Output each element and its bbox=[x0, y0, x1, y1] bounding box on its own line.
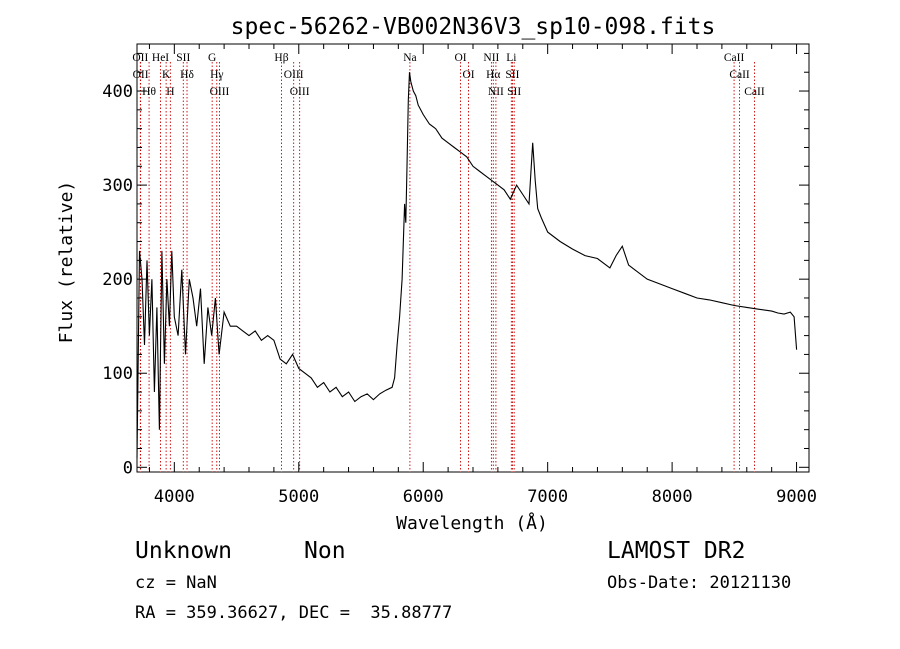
line-marker-label: CaII bbox=[724, 52, 745, 64]
line-marker-label: OIII bbox=[210, 86, 230, 98]
line-marker-label: CaII bbox=[729, 69, 750, 81]
line-marker-label: NII bbox=[483, 52, 499, 64]
line-marker-label: NII bbox=[488, 86, 504, 98]
coordinates: RA = 359.36627, DEC = 35.88777 bbox=[135, 603, 453, 623]
x-tick-label: 8000 bbox=[652, 487, 693, 507]
line-marker-label: Hα bbox=[486, 69, 500, 81]
y-tick-label: 100 bbox=[102, 364, 133, 384]
line-marker-label: SII bbox=[505, 69, 519, 81]
x-axis-ticks: 4000 5000 6000 7000 8000 9000 bbox=[148, 44, 817, 507]
line-marker-label: SII bbox=[176, 52, 190, 64]
survey-label: LAMOST DR2 bbox=[607, 538, 746, 564]
object-subclass: Non bbox=[304, 538, 346, 564]
x-tick-label: 9000 bbox=[776, 487, 817, 507]
x-tick-label: 4000 bbox=[154, 487, 195, 507]
x-tick-label: 7000 bbox=[527, 487, 568, 507]
spectrum-series-line bbox=[136, 72, 798, 458]
line-marker-label: OI bbox=[462, 69, 474, 81]
line-marker-labels: OII OII Hθ HeI KH SII Hδ G Hγ OIII Hβ OIII OIII Na OI O… bbox=[132, 52, 765, 98]
y-tick-label: 400 bbox=[102, 82, 133, 102]
y-axis-label: Flux (relative) bbox=[56, 181, 77, 344]
line-marker-label: Na bbox=[403, 52, 416, 64]
line-marker-label: Hδ bbox=[180, 69, 194, 81]
chart-title: spec-56262-VB002N36V3_sp10-098.fits bbox=[231, 14, 716, 40]
y-tick-label: 0 bbox=[123, 458, 133, 478]
y-tick-label: 200 bbox=[102, 270, 133, 290]
line-marker-label: K bbox=[162, 69, 171, 81]
line-marker-label: Hβ bbox=[274, 52, 288, 64]
line-marker-label: CaII bbox=[744, 86, 765, 98]
redshift-cz: cz = NaN bbox=[135, 573, 217, 593]
line-marker-label: Hθ bbox=[142, 86, 156, 98]
object-class: Unknown bbox=[135, 538, 232, 564]
line-marker-label: OII bbox=[133, 69, 149, 81]
line-markers bbox=[139, 62, 755, 472]
line-marker-label: Hγ bbox=[210, 69, 223, 81]
y-tick-label: 300 bbox=[102, 176, 133, 196]
line-marker-label: HeI bbox=[152, 52, 169, 64]
line-marker-label: OIII bbox=[290, 86, 310, 98]
x-axis-label: Wavelength (Å) bbox=[396, 512, 548, 534]
obs-date: Obs-Date: 20121130 bbox=[607, 573, 792, 593]
line-marker-label: H bbox=[166, 86, 174, 98]
x-tick-label: 5000 bbox=[278, 487, 319, 507]
line-marker-label: OI bbox=[454, 52, 466, 64]
line-marker-label: OII bbox=[132, 52, 148, 64]
line-marker-label: G bbox=[208, 52, 216, 64]
x-tick-label: 6000 bbox=[403, 487, 444, 507]
line-marker-label: Li bbox=[506, 52, 516, 64]
line-marker-label: SII bbox=[507, 86, 521, 98]
line-marker-label: OIII bbox=[284, 69, 304, 81]
y-axis-ticks: 0 100 200 300 400 bbox=[102, 52, 809, 478]
plot-frame bbox=[136, 43, 810, 473]
